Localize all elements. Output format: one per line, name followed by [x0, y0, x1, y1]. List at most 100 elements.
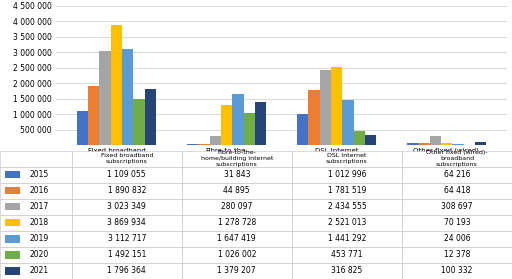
FancyBboxPatch shape [0, 151, 72, 167]
Bar [187, 144, 198, 145]
Bar [5, 219, 19, 227]
FancyBboxPatch shape [292, 215, 402, 231]
Bar [221, 105, 232, 145]
Bar [418, 143, 430, 145]
FancyBboxPatch shape [182, 247, 292, 263]
Text: 3 023 349: 3 023 349 [108, 202, 146, 211]
FancyBboxPatch shape [0, 167, 72, 183]
FancyBboxPatch shape [72, 263, 182, 279]
Text: 3 112 717: 3 112 717 [108, 234, 146, 243]
Bar [5, 187, 19, 194]
FancyBboxPatch shape [72, 167, 182, 183]
Text: 2017: 2017 [30, 202, 49, 211]
FancyBboxPatch shape [0, 183, 72, 199]
Text: 1 781 519: 1 781 519 [328, 186, 366, 195]
Text: 2019: 2019 [30, 234, 49, 243]
Bar [244, 113, 255, 145]
FancyBboxPatch shape [0, 263, 72, 279]
Bar [354, 131, 365, 145]
Text: 3 869 934: 3 869 934 [108, 218, 146, 227]
FancyBboxPatch shape [182, 263, 292, 279]
Bar [134, 99, 145, 145]
Text: 2020: 2020 [30, 251, 49, 259]
Text: 453 771: 453 771 [331, 251, 362, 259]
FancyBboxPatch shape [72, 151, 182, 167]
Text: 1 278 728: 1 278 728 [218, 218, 256, 227]
FancyBboxPatch shape [292, 247, 402, 263]
Bar [331, 67, 343, 145]
Text: 308 697: 308 697 [441, 202, 473, 211]
FancyBboxPatch shape [72, 199, 182, 215]
FancyBboxPatch shape [292, 199, 402, 215]
Text: DSL Internet
subscriptions: DSL Internet subscriptions [326, 153, 368, 164]
Text: 70 193: 70 193 [443, 218, 471, 227]
Text: 64 216: 64 216 [444, 170, 470, 179]
Text: Fibre-to-the-
home/building Internet
subscriptions: Fibre-to-the- home/building Internet sub… [201, 150, 273, 167]
Bar [430, 136, 441, 145]
Bar [308, 90, 319, 145]
Bar [407, 143, 418, 145]
Bar [198, 144, 209, 145]
Bar [77, 111, 88, 145]
Text: 1 647 419: 1 647 419 [218, 234, 256, 243]
Bar [475, 142, 486, 145]
Bar [297, 114, 308, 145]
Bar [5, 203, 19, 210]
Text: 2021: 2021 [30, 266, 49, 275]
Bar [5, 171, 19, 178]
FancyBboxPatch shape [402, 199, 512, 215]
FancyBboxPatch shape [402, 263, 512, 279]
Bar [255, 102, 266, 145]
Bar [145, 89, 156, 145]
Text: Fixed broadband
subscriptions: Fixed broadband subscriptions [100, 153, 153, 164]
FancyBboxPatch shape [402, 151, 512, 167]
Bar [232, 94, 244, 145]
Text: 12 378: 12 378 [444, 251, 470, 259]
Bar [88, 86, 99, 145]
Text: 2018: 2018 [30, 218, 49, 227]
Text: 1 012 996: 1 012 996 [328, 170, 366, 179]
FancyBboxPatch shape [292, 231, 402, 247]
FancyBboxPatch shape [292, 167, 402, 183]
Text: 1 109 055: 1 109 055 [108, 170, 146, 179]
FancyBboxPatch shape [182, 231, 292, 247]
Bar [5, 267, 19, 275]
FancyBboxPatch shape [292, 183, 402, 199]
Text: 1 026 002: 1 026 002 [218, 251, 256, 259]
Text: 31 843: 31 843 [224, 170, 250, 179]
Bar [365, 135, 376, 145]
FancyBboxPatch shape [72, 247, 182, 263]
Bar [319, 69, 331, 145]
Text: Other fixed (wired)-
broadband
subscriptions: Other fixed (wired)- broadband subscript… [426, 150, 488, 167]
Text: 280 097: 280 097 [221, 202, 252, 211]
FancyBboxPatch shape [402, 183, 512, 199]
Text: 1 379 207: 1 379 207 [218, 266, 256, 275]
Bar [5, 251, 19, 259]
FancyBboxPatch shape [72, 231, 182, 247]
FancyBboxPatch shape [402, 167, 512, 183]
FancyBboxPatch shape [182, 199, 292, 215]
FancyBboxPatch shape [402, 231, 512, 247]
Text: 2016: 2016 [30, 186, 49, 195]
FancyBboxPatch shape [182, 151, 292, 167]
Bar [209, 136, 221, 145]
Bar [99, 51, 111, 145]
Text: 2 521 013: 2 521 013 [328, 218, 366, 227]
FancyBboxPatch shape [182, 167, 292, 183]
Text: 2 434 555: 2 434 555 [328, 202, 366, 211]
FancyBboxPatch shape [402, 247, 512, 263]
FancyBboxPatch shape [182, 183, 292, 199]
Text: 1 492 151: 1 492 151 [108, 251, 146, 259]
FancyBboxPatch shape [182, 215, 292, 231]
FancyBboxPatch shape [292, 263, 402, 279]
FancyBboxPatch shape [292, 151, 402, 167]
Text: 1 796 364: 1 796 364 [108, 266, 146, 275]
Text: 316 825: 316 825 [331, 266, 362, 275]
Bar [5, 235, 19, 242]
Text: 44 895: 44 895 [223, 186, 250, 195]
Bar [453, 144, 464, 145]
Bar [343, 100, 354, 145]
FancyBboxPatch shape [72, 183, 182, 199]
Text: 1 890 832: 1 890 832 [108, 186, 146, 195]
FancyBboxPatch shape [0, 215, 72, 231]
